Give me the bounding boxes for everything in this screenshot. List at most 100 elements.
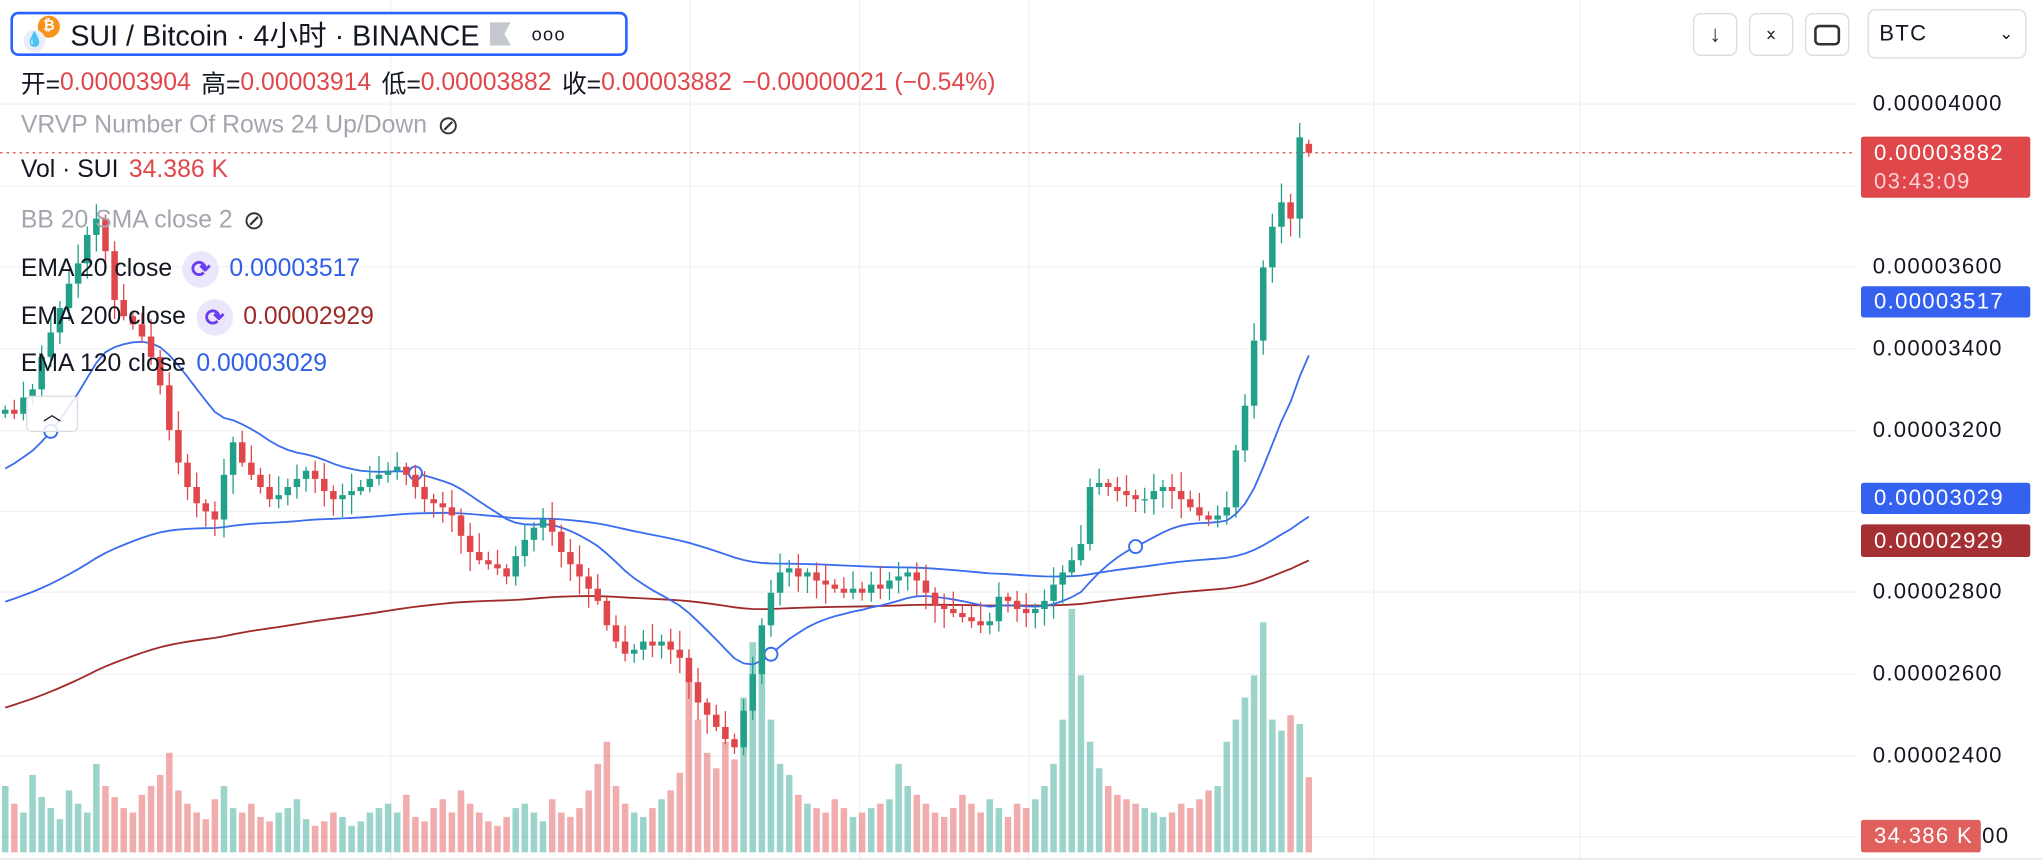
volume-bar [676, 772, 684, 853]
fullscreen-button[interactable] [1804, 13, 1850, 56]
hidden-eye-icon[interactable]: ⊘ [243, 206, 265, 236]
volume-bar [375, 808, 383, 853]
axis-label: 0.00003600 [1872, 253, 2003, 279]
candle-body [1050, 584, 1057, 601]
symbol-title: SUI / Bitcoin · 4小时 · BINANCE [70, 19, 480, 53]
bb-legend[interactable]: BB 20 SMA close 2 ⊘ [21, 204, 265, 237]
candle-body [849, 588, 857, 593]
candle-body [867, 584, 875, 593]
volume-bar [685, 675, 693, 853]
vrvp-legend[interactable]: VRVP Number Of Rows 24 Up/Down ⊘ [21, 109, 459, 142]
volume-bar [1059, 719, 1066, 853]
candle-body [65, 283, 73, 309]
candle-body [475, 552, 483, 561]
candle-body [1105, 482, 1112, 488]
volume-bar [129, 812, 137, 853]
volume-bar [922, 803, 930, 853]
candle-body [1241, 405, 1249, 451]
volume-bar [713, 768, 720, 853]
volume-bar [1259, 622, 1267, 853]
candle-body [74, 263, 82, 284]
candle-body [448, 507, 456, 516]
collapse-button[interactable]: ⌄ ⌃ [1748, 13, 1794, 56]
volume-bar [229, 808, 237, 853]
volume-bar [193, 812, 200, 853]
volume-bar [439, 799, 447, 853]
candle-body [430, 499, 437, 504]
change-value: −0.00000021 (−0.54%) [742, 68, 996, 96]
candle-body [640, 641, 647, 650]
candle-body [667, 641, 674, 650]
collapse-legend-button[interactable]: ︿ [26, 395, 79, 433]
candle-body [120, 299, 127, 317]
ema120-value: 0.00003029 [196, 350, 328, 378]
hidden-eye-icon[interactable]: ⊘ [437, 111, 460, 141]
candle-body [38, 356, 45, 390]
volume-bar [630, 812, 638, 853]
candle-body [630, 649, 638, 654]
volume-badge: 34.386 K [1860, 819, 1981, 853]
ema20-badge: 0.00003517 [1860, 286, 2031, 318]
signal-marker [763, 646, 779, 662]
volume-legend[interactable]: Vol · SUI 34.386 K [21, 156, 228, 185]
candle-body [384, 470, 392, 475]
candle-body [102, 218, 109, 252]
candle-body [977, 621, 984, 626]
volume-bar [1086, 741, 1094, 853]
candle-body [612, 625, 620, 642]
volume-bar [950, 808, 957, 853]
candle-body [248, 462, 255, 475]
candle-body [56, 308, 64, 333]
candle-body [521, 539, 529, 557]
volume-bar [1141, 808, 1148, 853]
candle-body [29, 389, 36, 398]
volume-bar [512, 808, 519, 853]
candle-body [1168, 487, 1176, 492]
candle-body [1077, 543, 1085, 561]
candle-body [840, 588, 848, 593]
more-icon[interactable]: ooo [531, 23, 566, 45]
ema20-legend[interactable]: EMA 20 close ⟳ 0.00003517 [21, 251, 361, 288]
volume-bar [612, 785, 620, 853]
volume-bar [1123, 799, 1130, 853]
ema200-legend[interactable]: EMA 200 close ⟳ 0.00002929 [21, 299, 374, 336]
currency-select[interactable]: BTC ⌄ [1867, 9, 2027, 59]
scroll-to-latest-button[interactable]: ↓ [1692, 13, 1738, 56]
volume-bar [731, 759, 738, 853]
ema120-legend[interactable]: EMA 120 close 0.00003029 [21, 350, 327, 379]
candle-body [1114, 487, 1121, 492]
candle-body [357, 487, 364, 492]
fullscreen-icon [1814, 24, 1841, 45]
volume-bar [886, 799, 893, 853]
volume-bar [65, 790, 73, 853]
axis-label: 0.00002800 [1872, 579, 2003, 604]
volume-bar [211, 799, 219, 853]
volume-bar [1269, 719, 1276, 853]
ema200-line [4, 559, 1310, 709]
symbol-title-box[interactable]: ₿ 💧 SUI / Bitcoin · 4小时 · BINANCE ooo [10, 11, 628, 56]
close-value: 0.00003882 [601, 68, 732, 96]
candle-body [1287, 202, 1294, 219]
ema20-value: 0.00003517 [229, 255, 361, 283]
candle-body [1095, 482, 1103, 488]
low-label: 低= [381, 71, 421, 99]
volume-bar [56, 819, 64, 853]
candle-body [703, 702, 711, 715]
candle-body [576, 564, 583, 577]
candle-body [184, 462, 191, 488]
volume-bar [1004, 816, 1012, 853]
candle-body [940, 604, 948, 610]
flag-icon[interactable] [489, 22, 511, 46]
volume-bar [567, 816, 574, 853]
volume-bar [494, 825, 501, 853]
candle-body [1223, 507, 1231, 516]
refresh-icon[interactable]: ⟳ [196, 299, 233, 336]
volume-bar [749, 642, 756, 853]
volume-bar [248, 803, 255, 853]
refresh-icon[interactable]: ⟳ [182, 251, 220, 288]
candle-body [959, 613, 966, 618]
candle-body [1150, 491, 1158, 500]
candle-body [1004, 596, 1012, 601]
volume-bar [1232, 719, 1240, 853]
